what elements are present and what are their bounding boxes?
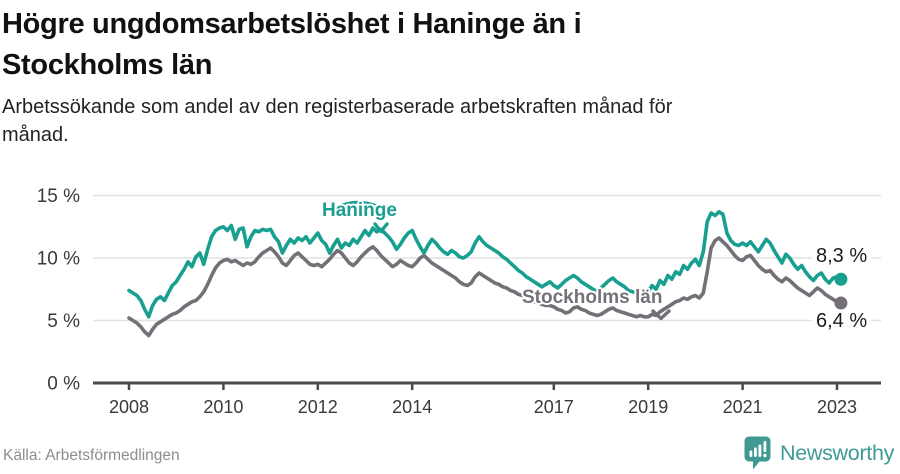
chart-subtitle: Arbetssökande som andel av den registerb… xyxy=(2,93,862,149)
haninge-annotation-arrow-icon xyxy=(373,222,389,234)
x-axis-tick-label: 2014 xyxy=(392,397,432,417)
x-axis-tick-label: 2017 xyxy=(534,397,574,417)
end-value-haninge: 8,3 % xyxy=(812,245,872,268)
x-axis-tick-label: 2019 xyxy=(628,397,668,417)
page-title: Högre ungdomsarbetslöshet i Haninge än i… xyxy=(2,4,762,86)
line-chart: 0 % 5 % 10 % 15 % 2008 2010 2012 2014 2017 2019 20… xyxy=(37,186,881,417)
series-line-haninge xyxy=(127,209,843,319)
newsworthy-bubble-chart-icon xyxy=(744,436,771,470)
subtitle-line-2: månad. xyxy=(2,124,69,146)
x-axis-tick-label: 2012 xyxy=(298,397,338,417)
x-axis-tick-label: 2021 xyxy=(723,397,763,417)
title-line-1: Högre ungdomsarbetslöshet i Haninge än i xyxy=(2,8,582,40)
end-value-stockholm: 6,4 % xyxy=(812,310,872,333)
series-label-stockholm: Stockholms län xyxy=(522,287,663,308)
y-axis-tick-label: 5 % xyxy=(47,311,80,332)
subtitle-line-1: Arbetssökande som andel av den registerb… xyxy=(2,96,673,118)
x-axis-tick-label: 2008 xyxy=(109,397,149,417)
x-axis-tick-label: 2023 xyxy=(817,397,857,417)
stockholm-annotation-arrow-icon xyxy=(651,309,671,321)
source-note: Källa: Arbetsförmedlingen xyxy=(3,447,180,464)
series-label-haninge: Haninge xyxy=(322,200,397,221)
x-axis-tick-label: 2010 xyxy=(203,397,243,417)
newsworthy-logo: Newsworthy xyxy=(744,436,894,470)
y-axis-tick-label: 15 % xyxy=(37,186,80,207)
y-axis-tick-label: 10 % xyxy=(37,249,80,270)
series-end-dot-haninge xyxy=(834,272,848,286)
series-end-dot-stockholms-län xyxy=(834,296,848,310)
series-line-stockholms-län xyxy=(127,236,843,338)
title-line-2: Stockholms län xyxy=(2,49,213,81)
newsworthy-logo-text: Newsworthy xyxy=(780,440,895,465)
y-axis-tick-label: 0 % xyxy=(47,374,80,395)
